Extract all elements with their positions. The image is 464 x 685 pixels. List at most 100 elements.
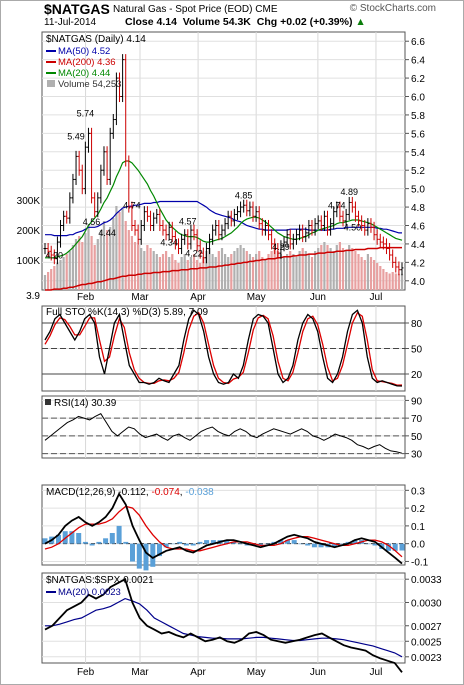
legend-label-2: MA(20) 4.44: [58, 68, 110, 79]
price-tick-label-9: 5.8: [411, 111, 425, 122]
volume-bar-mark-25: [121, 209, 124, 290]
volume-bar-mark-79: [289, 251, 292, 290]
volume-bar-mark-49: [196, 260, 199, 290]
macd-histogram-bar-mark-21: [183, 543, 189, 546]
volume-bar-mark-73: [270, 251, 273, 290]
ma20-line: [45, 160, 403, 259]
price-annotation-10: 4.29: [272, 242, 290, 252]
ratio-month-label-0: Feb: [77, 667, 95, 678]
volume-bar-mark-2: [50, 269, 53, 290]
volume-bar-mark-17: [96, 239, 99, 290]
quote-summary: Close 4.14 Volume 54.3K Chg +0.02 (+0.39…: [125, 16, 366, 28]
stoch-tick-label-0: 20: [411, 370, 423, 381]
macd-histogram-bar-mark-24: [204, 540, 210, 544]
price-tick-label-12: 6.4: [411, 56, 425, 67]
ratio-month-label-2: Apr: [190, 667, 206, 678]
price-tick-label-11: 6.2: [411, 74, 425, 85]
price-tick-label-4: 4.8: [411, 203, 425, 214]
volume-bar-mark-54: [211, 254, 214, 290]
macd-histogram-bar-mark-7: [89, 543, 95, 546]
volume-bar-mark-99: [351, 248, 354, 290]
legend-label-3: Volume 54,253: [58, 79, 121, 90]
volume-bar-mark-113: [394, 273, 397, 290]
price-panel-frame: [41, 31, 406, 291]
volume-bar-mark-24: [118, 212, 121, 290]
macd-histogram-bar-mark-29: [237, 543, 243, 545]
volume-bar-mark-86: [310, 257, 314, 290]
volume-bar-mark-105: [369, 257, 373, 290]
volume-bar-mark-89: [320, 245, 323, 290]
volume-bar-mark-19: [102, 221, 106, 290]
price-annotation-11: 4.74: [328, 201, 346, 211]
price-annotation-8: 4.22: [185, 249, 203, 259]
price-annotation-4: 4.74: [123, 201, 141, 211]
macd-histogram-bar-mark-10: [109, 533, 115, 544]
volume-bar-mark-56: [217, 251, 220, 290]
volume-bar-mark-92: [329, 248, 332, 290]
macd-histogram-bar-mark-33: [264, 543, 270, 545]
macd-histogram-bar-mark-6: [82, 541, 88, 544]
price-annotation-9: 4.85: [235, 190, 253, 200]
volume-bar-mark-30: [137, 245, 140, 290]
volume-bar-mark-74: [273, 248, 276, 290]
month-label-0: Feb: [77, 292, 95, 303]
volume-bar-mark-104: [366, 254, 369, 290]
volume-bar-mark-13: [84, 233, 87, 290]
rsi-tick-label-0: 30: [411, 450, 423, 461]
volume-bar-mark-61: [233, 251, 236, 290]
volume-bar-mark-29: [133, 242, 137, 290]
volume-bar-mark-1: [47, 272, 50, 290]
macd-histogram-bar-mark-13: [130, 543, 135, 562]
ratio-tick-label-4: 0.0033: [411, 575, 442, 586]
volume-bar-mark-108: [379, 266, 382, 290]
macd-histogram-bar-mark-0: [42, 538, 48, 544]
price-tick-label-7: 5.4: [411, 148, 425, 159]
volume-bar-mark-98: [348, 245, 351, 290]
macd-title-part-0: MACD(12,26,9): [46, 487, 118, 498]
price-tick-label-10: 6.0: [411, 93, 425, 104]
price-annotation-3: 5.74: [77, 108, 95, 118]
up-arrow-icon: ▲: [355, 16, 366, 28]
macd-panel-frame: [41, 484, 406, 566]
volume-bar-mark-60: [230, 254, 233, 290]
volume-bar-mark-62: [236, 248, 239, 290]
volume-bar-mark-11: [78, 236, 81, 290]
volume-bar-mark-78: [286, 254, 289, 290]
volume-bar-mark-44: [180, 257, 183, 290]
rsi-tick-label-1: 50: [411, 432, 423, 443]
volume-bar-mark-87: [314, 251, 317, 290]
volume-bar-mark-28: [130, 236, 133, 290]
ratio-month-label-4: Jun: [310, 667, 326, 678]
volume-bar-mark-0: [43, 275, 47, 290]
volume-bar-mark-97: [345, 251, 348, 290]
volume-bar-mark-76: [279, 254, 282, 290]
macd-histogram-bar-mark-41: [318, 543, 324, 548]
volume-bar-mark-100: [354, 251, 357, 290]
macd-histogram-bar-mark-53: [399, 543, 405, 551]
macd-title-part-2: ,: [146, 487, 152, 498]
macd-histogram-bar-mark-43: [332, 543, 338, 548]
volume-label: Volume: [182, 16, 220, 28]
macd-histogram-bar-mark-51: [386, 543, 391, 551]
volume-bar-mark-58: [224, 254, 227, 290]
macd-histogram-bar-mark-32: [258, 543, 263, 546]
macd-histogram-bar-mark-16: [150, 543, 156, 567]
volume-bar-mark-34: [149, 248, 152, 290]
volume-bar-mark-39: [165, 251, 168, 290]
volume-bar-mark-81: [295, 257, 298, 290]
volume-bar-mark-70: [261, 257, 264, 290]
volume-bar-mark-9: [71, 245, 74, 290]
volume-bar-mark-107: [376, 263, 379, 290]
volume-bar-mark-83: [301, 248, 304, 290]
volume-bar-mark-55: [214, 257, 217, 290]
macd-histogram-bar-mark-14: [136, 543, 142, 569]
instrument-description: Natural Gas - Spot Price (EOD): [113, 4, 253, 15]
ratio-tick-label-3: 0.0030: [411, 598, 442, 609]
volume-bar-mark-88: [317, 248, 320, 290]
volume-bar-mark-42: [174, 260, 177, 290]
macd-histogram-bar-mark-40: [311, 543, 317, 548]
chg-value: +0.02 (+0.39%): [280, 16, 353, 28]
volume-bar-mark-91: [326, 245, 329, 290]
volume-bar-mark-103: [363, 260, 366, 290]
volume-tick-label-2: 300K: [17, 196, 41, 207]
